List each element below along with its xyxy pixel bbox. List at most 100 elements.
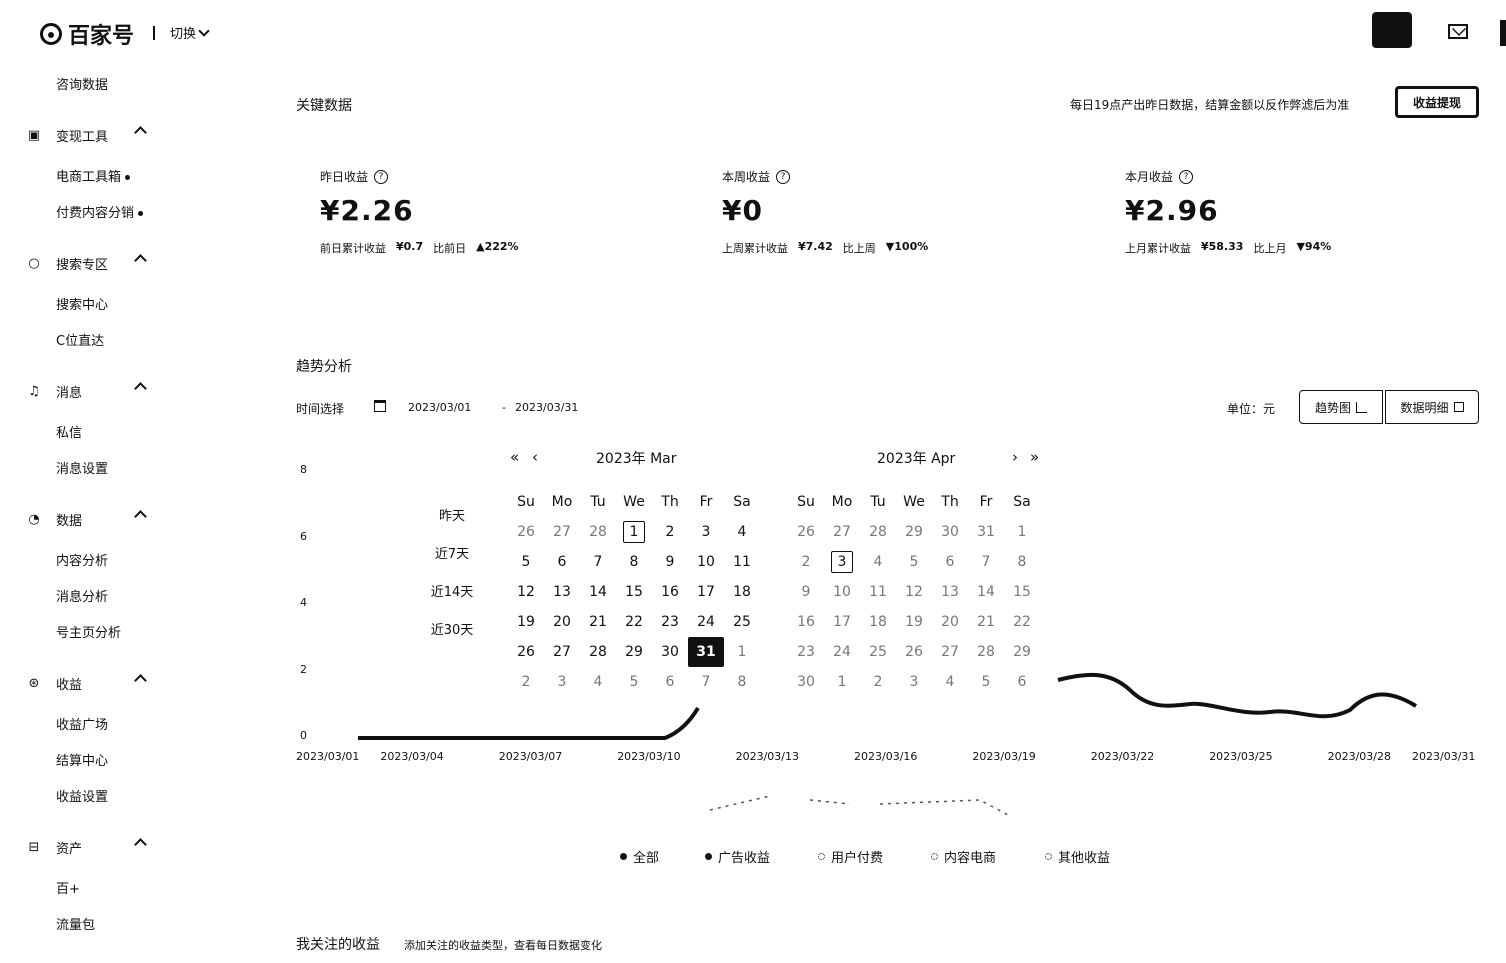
calendar-day[interactable]: 29 bbox=[1004, 637, 1040, 667]
calendar-day[interactable]: 26 bbox=[508, 637, 544, 667]
calendar-day[interactable]: 27 bbox=[824, 517, 860, 547]
calendar-day[interactable]: 26 bbox=[788, 517, 824, 547]
calendar-day[interactable]: 18 bbox=[860, 607, 896, 637]
calendar-day[interactable]: 3 bbox=[896, 667, 932, 697]
calendar-day[interactable]: 8 bbox=[724, 667, 760, 697]
calendar-day[interactable]: 12 bbox=[896, 577, 932, 607]
calendar-day[interactable]: 20 bbox=[932, 607, 968, 637]
legend-item[interactable]: 内容电商 bbox=[931, 847, 996, 866]
calendar-day[interactable]: 20 bbox=[544, 607, 580, 637]
sidebar-item[interactable]: 结算中心 bbox=[56, 754, 109, 769]
calendar-day[interactable]: 25 bbox=[860, 637, 896, 667]
withdraw-button[interactable]: 收益提现 bbox=[1395, 86, 1479, 118]
sidebar-group-2[interactable]: ♫ 消息 bbox=[26, 382, 147, 401]
calendar-day[interactable]: 28 bbox=[580, 517, 616, 547]
calendar-day[interactable]: 5 bbox=[968, 667, 1004, 697]
calendar-day[interactable]: 9 bbox=[788, 577, 824, 607]
sidebar-item[interactable]: 百+ bbox=[56, 882, 80, 897]
calendar-day[interactable]: 27 bbox=[544, 517, 580, 547]
calendar-day[interactable]: 29 bbox=[616, 637, 652, 667]
calendar-day[interactable]: 19 bbox=[896, 607, 932, 637]
sidebar-item[interactable]: 流量包 bbox=[56, 918, 96, 933]
range-slider-track[interactable] bbox=[709, 795, 1011, 817]
calendar-day[interactable]: 14 bbox=[580, 577, 616, 607]
legend-item[interactable]: 用户付费 bbox=[818, 847, 883, 866]
calendar-day[interactable]: 10 bbox=[824, 577, 860, 607]
calendar-day[interactable]: 21 bbox=[968, 607, 1004, 637]
legend-item[interactable]: 广告收益 bbox=[705, 847, 770, 866]
sidebar-item[interactable]: 收益设置 bbox=[56, 790, 109, 805]
calendar-day[interactable]: 28 bbox=[968, 637, 1004, 667]
calendar-day[interactable]: 10 bbox=[688, 547, 724, 577]
calendar-day[interactable]: 1 bbox=[1004, 517, 1040, 547]
calendar-day[interactable]: 4 bbox=[860, 547, 896, 577]
calendar-day[interactable]: 31 bbox=[968, 517, 1004, 547]
brand-logo[interactable]: 百家号 bbox=[40, 18, 134, 50]
legend-item[interactable]: 其他收益 bbox=[1045, 847, 1110, 866]
sidebar-group-3[interactable]: ◔ 数据 bbox=[26, 510, 147, 529]
calendar-day[interactable]: 13 bbox=[932, 577, 968, 607]
calendar-day[interactable]: 15 bbox=[1004, 577, 1040, 607]
calendar-day[interactable]: 7 bbox=[580, 547, 616, 577]
calendar-day[interactable]: 4 bbox=[932, 667, 968, 697]
quick-range-option[interactable]: 近7天 bbox=[434, 547, 470, 562]
calendar-day[interactable]: 7 bbox=[688, 667, 724, 697]
legend-item[interactable]: 全部 bbox=[620, 847, 659, 866]
sidebar-item[interactable]: 搜索中心 bbox=[56, 298, 109, 313]
account-switch[interactable]: 切换 bbox=[170, 23, 210, 42]
calendar-day[interactable]: 30 bbox=[932, 517, 968, 547]
help-icon[interactable]: ? bbox=[1179, 169, 1194, 184]
sidebar-group-0[interactable]: ▣ 变现工具 bbox=[26, 126, 147, 145]
calendar-day[interactable]: 1 bbox=[824, 667, 860, 697]
calendar-day[interactable]: 23 bbox=[652, 607, 688, 637]
start-date-input[interactable]: 2023/03/01 bbox=[408, 401, 472, 414]
help-icon[interactable]: ? bbox=[776, 169, 791, 184]
calendar-day[interactable]: 28 bbox=[860, 517, 896, 547]
calendar-day[interactable]: 6 bbox=[544, 547, 580, 577]
calendar-day[interactable]: 24 bbox=[688, 607, 724, 637]
sidebar-item[interactable]: C位直达 bbox=[56, 334, 105, 349]
calendar-day[interactable]: 2 bbox=[508, 667, 544, 697]
sidebar-item[interactable]: 消息设置 bbox=[56, 462, 109, 477]
calendar-day[interactable]: 26 bbox=[508, 517, 544, 547]
calendar-day[interactable]: 3 bbox=[824, 547, 860, 577]
sidebar-item[interactable]: 私信 bbox=[56, 426, 83, 441]
calendar-day[interactable]: 24 bbox=[824, 637, 860, 667]
calendar-day[interactable]: 26 bbox=[896, 637, 932, 667]
calendar-day[interactable]: 25 bbox=[724, 607, 760, 637]
calendar-day[interactable]: 7 bbox=[968, 547, 1004, 577]
prev-year-button[interactable]: « bbox=[510, 448, 520, 466]
sidebar-item[interactable]: 电商工具箱 bbox=[56, 166, 130, 185]
calendar-day[interactable]: 21 bbox=[580, 607, 616, 637]
sidebar-group-4[interactable]: ⊛ 收益 bbox=[26, 674, 147, 693]
trend-view-button[interactable]: 趋势图 bbox=[1299, 390, 1383, 424]
calendar-day[interactable]: 2 bbox=[788, 547, 824, 577]
calendar-day[interactable]: 18 bbox=[724, 577, 760, 607]
calendar-day[interactable]: 14 bbox=[968, 577, 1004, 607]
calendar-day[interactable]: 30 bbox=[652, 637, 688, 667]
next-month-button[interactable]: › bbox=[1012, 448, 1018, 466]
sidebar-item[interactable]: 付费内容分销 bbox=[56, 202, 143, 221]
quick-range-option[interactable]: 近14天 bbox=[430, 585, 474, 600]
calendar-day[interactable]: 6 bbox=[1004, 667, 1040, 697]
calendar-day[interactable]: 11 bbox=[724, 547, 760, 577]
calendar-day[interactable]: 30 bbox=[788, 667, 824, 697]
quick-range-option[interactable]: 近30天 bbox=[430, 623, 474, 638]
sidebar-item[interactable]: 内容分析 bbox=[56, 554, 109, 569]
prev-month-button[interactable]: ‹ bbox=[532, 448, 538, 466]
sidebar-item[interactable]: 消息分析 bbox=[56, 590, 109, 605]
calendar-day[interactable]: 28 bbox=[580, 637, 616, 667]
calendar-day[interactable]: 3 bbox=[688, 517, 724, 547]
calendar-day[interactable]: 8 bbox=[1004, 547, 1040, 577]
calendar-day[interactable]: 1 bbox=[616, 517, 652, 547]
calendar-day[interactable]: 15 bbox=[616, 577, 652, 607]
calendar-day[interactable]: 8 bbox=[616, 547, 652, 577]
calendar-day[interactable]: 23 bbox=[788, 637, 824, 667]
calendar-day[interactable]: 9 bbox=[652, 547, 688, 577]
help-icon[interactable]: ? bbox=[374, 169, 389, 184]
sidebar-group-1[interactable]: ○ 搜索专区 bbox=[26, 254, 147, 273]
calendar-day[interactable]: 3 bbox=[544, 667, 580, 697]
calendar-day[interactable]: 19 bbox=[508, 607, 544, 637]
sidebar-group-5[interactable]: ⊟ 资产 bbox=[26, 838, 147, 857]
calendar-day[interactable]: 5 bbox=[616, 667, 652, 697]
